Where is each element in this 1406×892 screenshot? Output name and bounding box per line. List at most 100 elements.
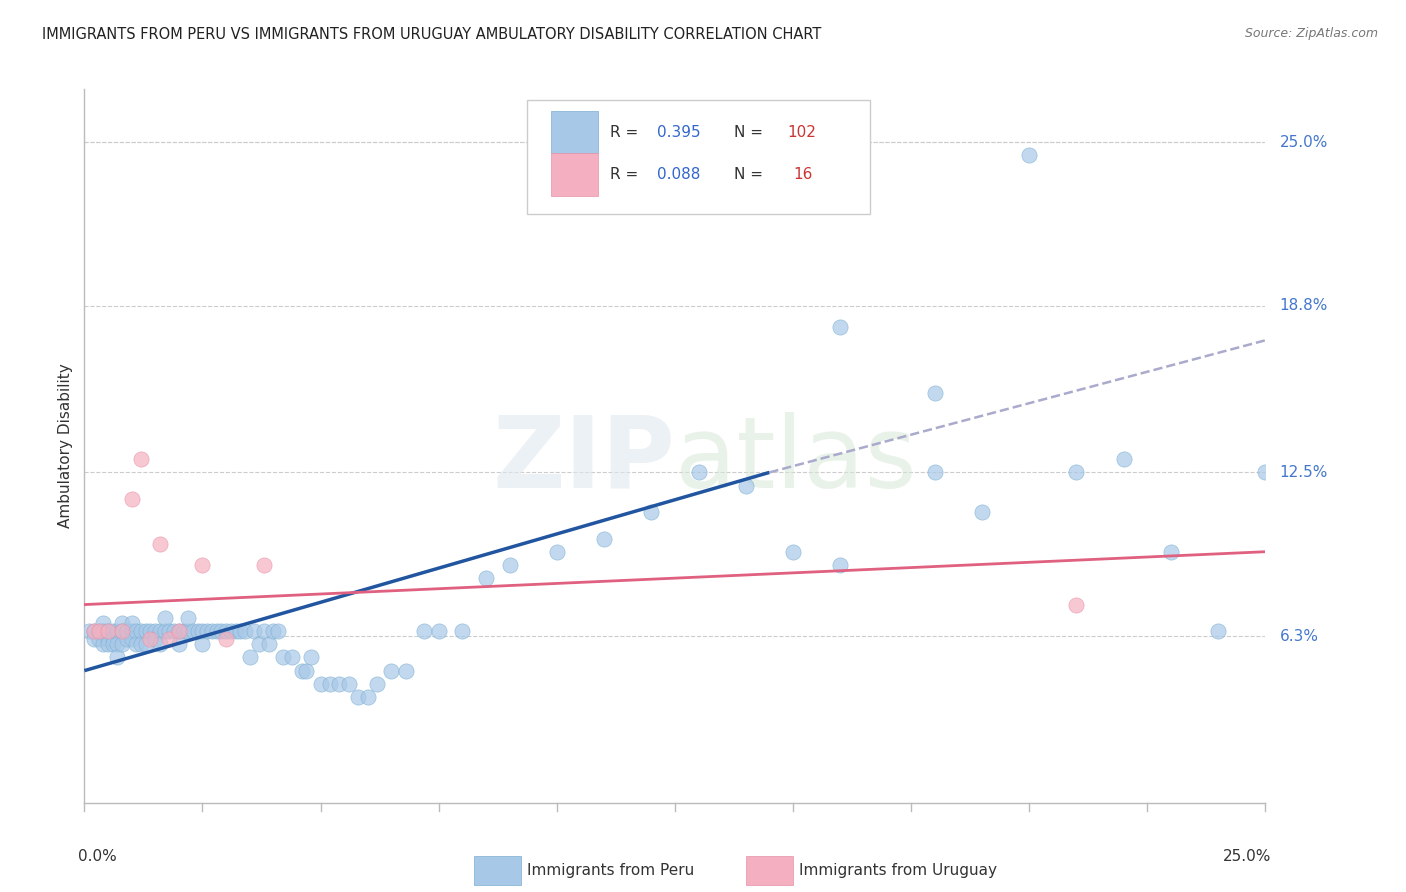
Point [77,624,100,638]
Point [498,558,520,572]
Point [167,624,190,638]
Point [546,545,568,559]
Point [195,624,218,638]
Point [347,690,370,704]
Point [107,637,129,651]
Point [475,571,498,585]
Point [121,624,143,638]
Point [121,491,143,506]
Point [225,624,247,638]
Text: 0.088: 0.088 [657,168,700,182]
Point [366,677,388,691]
Point [239,650,262,665]
FancyBboxPatch shape [745,856,793,885]
Point [734,478,756,492]
Point [87,632,110,646]
Point [101,637,124,651]
Point [111,624,134,638]
Point [149,624,172,638]
Point [97,632,120,646]
FancyBboxPatch shape [551,153,598,196]
Text: 0.395: 0.395 [657,125,700,139]
Point [167,624,190,638]
Text: N =: N = [734,125,768,139]
Point [129,452,152,467]
Point [970,505,993,519]
Point [1018,148,1040,162]
Point [121,616,143,631]
Text: Immigrants from Uruguay: Immigrants from Uruguay [799,863,997,878]
Point [149,537,172,551]
Text: 16: 16 [793,168,813,182]
Point [97,637,120,651]
Point [107,650,129,665]
Point [163,624,186,638]
Point [1066,466,1088,480]
Y-axis label: Ambulatory Disability: Ambulatory Disability [58,364,73,528]
Point [187,624,209,638]
Point [253,624,276,638]
Point [328,677,350,691]
Point [111,624,134,638]
Point [394,664,416,678]
Point [1254,466,1277,480]
Point [640,505,662,519]
Point [209,624,232,638]
Point [157,624,180,638]
Point [380,664,402,678]
Text: R =: R = [610,168,643,182]
Point [309,677,332,691]
Point [281,650,304,665]
Point [121,632,143,646]
Point [782,545,804,559]
Point [87,624,110,638]
Point [97,624,120,638]
Point [91,624,114,638]
Point [830,320,852,334]
Point [337,677,360,691]
Point [299,650,322,665]
Text: R =: R = [610,125,643,139]
Point [83,624,105,638]
Point [253,558,276,572]
Point [101,624,124,638]
Text: 25.0%: 25.0% [1279,135,1327,150]
Point [115,624,138,638]
FancyBboxPatch shape [527,100,870,214]
Point [191,637,214,651]
Point [257,637,280,651]
Text: 25.0%: 25.0% [1223,849,1271,864]
Text: N =: N = [734,168,768,182]
Point [149,637,172,651]
Point [107,624,129,638]
Text: 0.0%: 0.0% [79,849,117,864]
Point [139,624,162,638]
Point [233,624,256,638]
Point [1206,624,1229,638]
Point [157,632,180,646]
Text: 6.3%: 6.3% [1279,629,1319,644]
Text: 18.8%: 18.8% [1279,299,1327,313]
Text: 12.5%: 12.5% [1279,465,1327,480]
Point [830,558,852,572]
Point [91,637,114,651]
Point [295,664,318,678]
Point [688,466,710,480]
Point [135,624,157,638]
Point [243,624,266,638]
Point [1160,545,1182,559]
Point [125,637,148,651]
Point [153,611,176,625]
Point [201,624,224,638]
Point [173,624,195,638]
Point [1066,598,1088,612]
Point [153,624,176,638]
Text: IMMIGRANTS FROM PERU VS IMMIGRANTS FROM URUGUAY AMBULATORY DISABILITY CORRELATIO: IMMIGRANTS FROM PERU VS IMMIGRANTS FROM … [42,27,821,42]
Text: Immigrants from Peru: Immigrants from Peru [527,863,695,878]
Point [271,650,294,665]
Point [83,632,105,646]
Point [924,386,946,401]
Point [247,637,270,651]
Point [191,624,214,638]
Point [135,637,157,651]
